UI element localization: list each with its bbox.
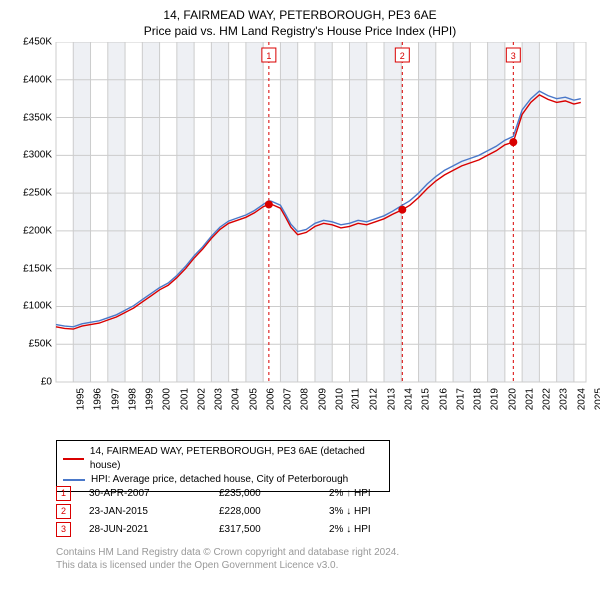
legend-swatch bbox=[63, 479, 85, 481]
event-date: 30-APR-2007 bbox=[89, 488, 219, 499]
x-axis-label: 2006 bbox=[265, 388, 276, 410]
x-axis-label: 2023 bbox=[559, 388, 570, 410]
y-axis-label: £50K bbox=[29, 339, 52, 350]
y-axis-label: £450K bbox=[23, 37, 52, 48]
event-diff: 3% ↓ HPI bbox=[329, 506, 371, 517]
x-axis-label: 2022 bbox=[541, 388, 552, 410]
x-axis-label: 1999 bbox=[144, 388, 155, 410]
x-axis-label: 2020 bbox=[507, 388, 518, 410]
svg-text:3: 3 bbox=[511, 51, 516, 61]
x-axis-label: 1995 bbox=[75, 388, 86, 410]
event-price: £317,500 bbox=[219, 524, 329, 535]
event-marker: 1 bbox=[56, 486, 71, 501]
event-date: 23-JAN-2015 bbox=[89, 506, 219, 517]
y-axis-label: £350K bbox=[23, 112, 52, 123]
footer: Contains HM Land Registry data © Crown c… bbox=[56, 546, 399, 572]
x-axis-label: 1998 bbox=[127, 388, 138, 410]
event-row: 3 28-JUN-2021 £317,500 2% ↓ HPI bbox=[56, 520, 371, 538]
chart-svg: 1 2 3 bbox=[0, 42, 600, 427]
x-axis-label: 2010 bbox=[334, 388, 345, 410]
events-list: 1 30-APR-2007 £235,000 2% ↑ HPI 2 23-JAN… bbox=[56, 484, 371, 538]
y-axis-label: £100K bbox=[23, 301, 52, 312]
footer-line: This data is licensed under the Open Gov… bbox=[56, 559, 399, 572]
x-axis-label: 2014 bbox=[403, 388, 414, 410]
x-axis-label: 2025 bbox=[593, 388, 600, 410]
x-axis-label: 2007 bbox=[282, 388, 293, 410]
chart-subtitle: Price paid vs. HM Land Registry's House … bbox=[0, 22, 600, 38]
event-diff: 2% ↓ HPI bbox=[329, 524, 371, 535]
x-axis-label: 2016 bbox=[438, 388, 449, 410]
x-axis-label: 2017 bbox=[455, 388, 466, 410]
x-axis-label: 2002 bbox=[196, 388, 207, 410]
x-axis-label: 1996 bbox=[93, 388, 104, 410]
x-axis-label: 2018 bbox=[472, 388, 483, 410]
x-axis-label: 2021 bbox=[524, 388, 535, 410]
legend-label: 14, FAIRMEAD WAY, PETERBOROUGH, PE3 6AE … bbox=[90, 445, 383, 473]
x-axis-label: 2001 bbox=[179, 388, 190, 410]
x-axis-label: 2019 bbox=[490, 388, 501, 410]
chart-title: 14, FAIRMEAD WAY, PETERBOROUGH, PE3 6AE bbox=[0, 0, 600, 22]
x-axis-label: 2011 bbox=[351, 388, 362, 410]
x-axis-label: 2000 bbox=[162, 388, 173, 410]
event-row: 2 23-JAN-2015 £228,000 3% ↓ HPI bbox=[56, 502, 371, 520]
legend-swatch bbox=[63, 458, 84, 460]
x-axis-label: 2013 bbox=[386, 388, 397, 410]
y-axis-label: £200K bbox=[23, 225, 52, 236]
x-axis-label: 2015 bbox=[421, 388, 432, 410]
x-axis-label: 2024 bbox=[576, 388, 587, 410]
event-marker: 3 bbox=[56, 522, 71, 537]
y-axis-label: £0 bbox=[41, 377, 52, 388]
event-price: £235,000 bbox=[219, 488, 329, 499]
y-axis-label: £250K bbox=[23, 188, 52, 199]
x-axis-label: 2003 bbox=[213, 388, 224, 410]
x-axis-label: 2012 bbox=[369, 388, 380, 410]
x-axis-label: 2008 bbox=[300, 388, 311, 410]
y-axis-label: £300K bbox=[23, 150, 52, 161]
event-marker: 2 bbox=[56, 504, 71, 519]
footer-line: Contains HM Land Registry data © Crown c… bbox=[56, 546, 399, 559]
event-row: 1 30-APR-2007 £235,000 2% ↑ HPI bbox=[56, 484, 371, 502]
legend-row: 14, FAIRMEAD WAY, PETERBOROUGH, PE3 6AE … bbox=[63, 445, 383, 473]
chart-container: 14, FAIRMEAD WAY, PETERBOROUGH, PE3 6AE … bbox=[0, 0, 600, 590]
svg-text:2: 2 bbox=[400, 51, 405, 61]
y-axis-label: £400K bbox=[23, 74, 52, 85]
svg-text:1: 1 bbox=[266, 51, 271, 61]
event-price: £228,000 bbox=[219, 506, 329, 517]
x-axis-label: 2005 bbox=[248, 388, 259, 410]
x-axis-label: 1997 bbox=[110, 388, 121, 410]
event-date: 28-JUN-2021 bbox=[89, 524, 219, 535]
y-axis-label: £150K bbox=[23, 263, 52, 274]
event-diff: 2% ↑ HPI bbox=[329, 488, 371, 499]
chart-plot-area: 1 2 3 £0 £50K £100K £150K £200K £250K £300K £350K… bbox=[0, 42, 600, 427]
x-axis-label: 2009 bbox=[317, 388, 328, 410]
x-axis-label: 2004 bbox=[231, 388, 242, 410]
